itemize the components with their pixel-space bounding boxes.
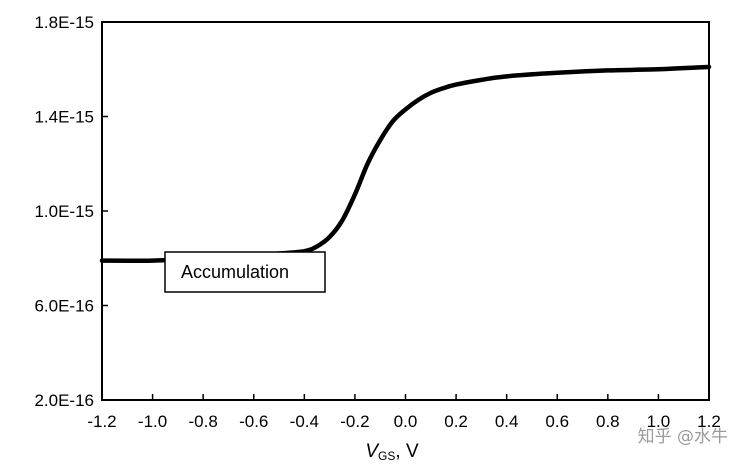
y-tick-label: 1.4E-15 <box>34 108 94 127</box>
x-axis-label-subscript: GS <box>378 449 395 463</box>
x-tick-label: -0.8 <box>189 412 218 431</box>
annotation-box <box>164 251 326 293</box>
annotation-accumulation: Accumulation <box>181 262 289 282</box>
x-axis-label-main: V <box>365 441 380 462</box>
y-tick-label: 1.0E-15 <box>34 202 94 221</box>
x-axis-tick-labels: -1.2 -1.0 -0.8 -0.6 -0.4 -0.2 0.0 0.2 0.4 0.6 0.8 1… <box>87 412 720 431</box>
x-tick-label: -0.4 <box>290 412 319 431</box>
x-tick-label: 0.6 <box>545 412 569 431</box>
y-tick-label: 2.0E-16 <box>34 391 94 410</box>
x-tick-label: -1.2 <box>87 412 116 431</box>
annotations: Accumulation <box>164 251 326 293</box>
x-tick-label: 0.2 <box>444 412 468 431</box>
x-tick-label: 1.2 <box>697 412 721 431</box>
x-axis-label: VGS, V <box>365 441 419 463</box>
y-axis-ticks <box>102 21 108 401</box>
x-tick-label: 1.0 <box>647 412 671 431</box>
x-axis-ticks <box>101 394 710 400</box>
y-tick-label: 6.0E-16 <box>34 297 94 316</box>
x-tick-label: -0.2 <box>340 412 369 431</box>
x-tick-label: 0.0 <box>394 412 418 431</box>
x-tick-label: 0.4 <box>495 412 519 431</box>
y-tick-label: 1.8E-15 <box>34 13 94 32</box>
watermark-text: 知乎 @水牛 <box>638 427 728 447</box>
y-axis-tick-labels: 2.0E-16 6.0E-16 1.0E-15 1.4E-15 1.8E-15 <box>34 13 94 410</box>
x-axis-label-unit: , V <box>395 441 419 462</box>
x-tick-label: 0.8 <box>596 412 620 431</box>
x-tick-label: -1.0 <box>138 412 167 431</box>
x-tick-label: -0.6 <box>239 412 268 431</box>
